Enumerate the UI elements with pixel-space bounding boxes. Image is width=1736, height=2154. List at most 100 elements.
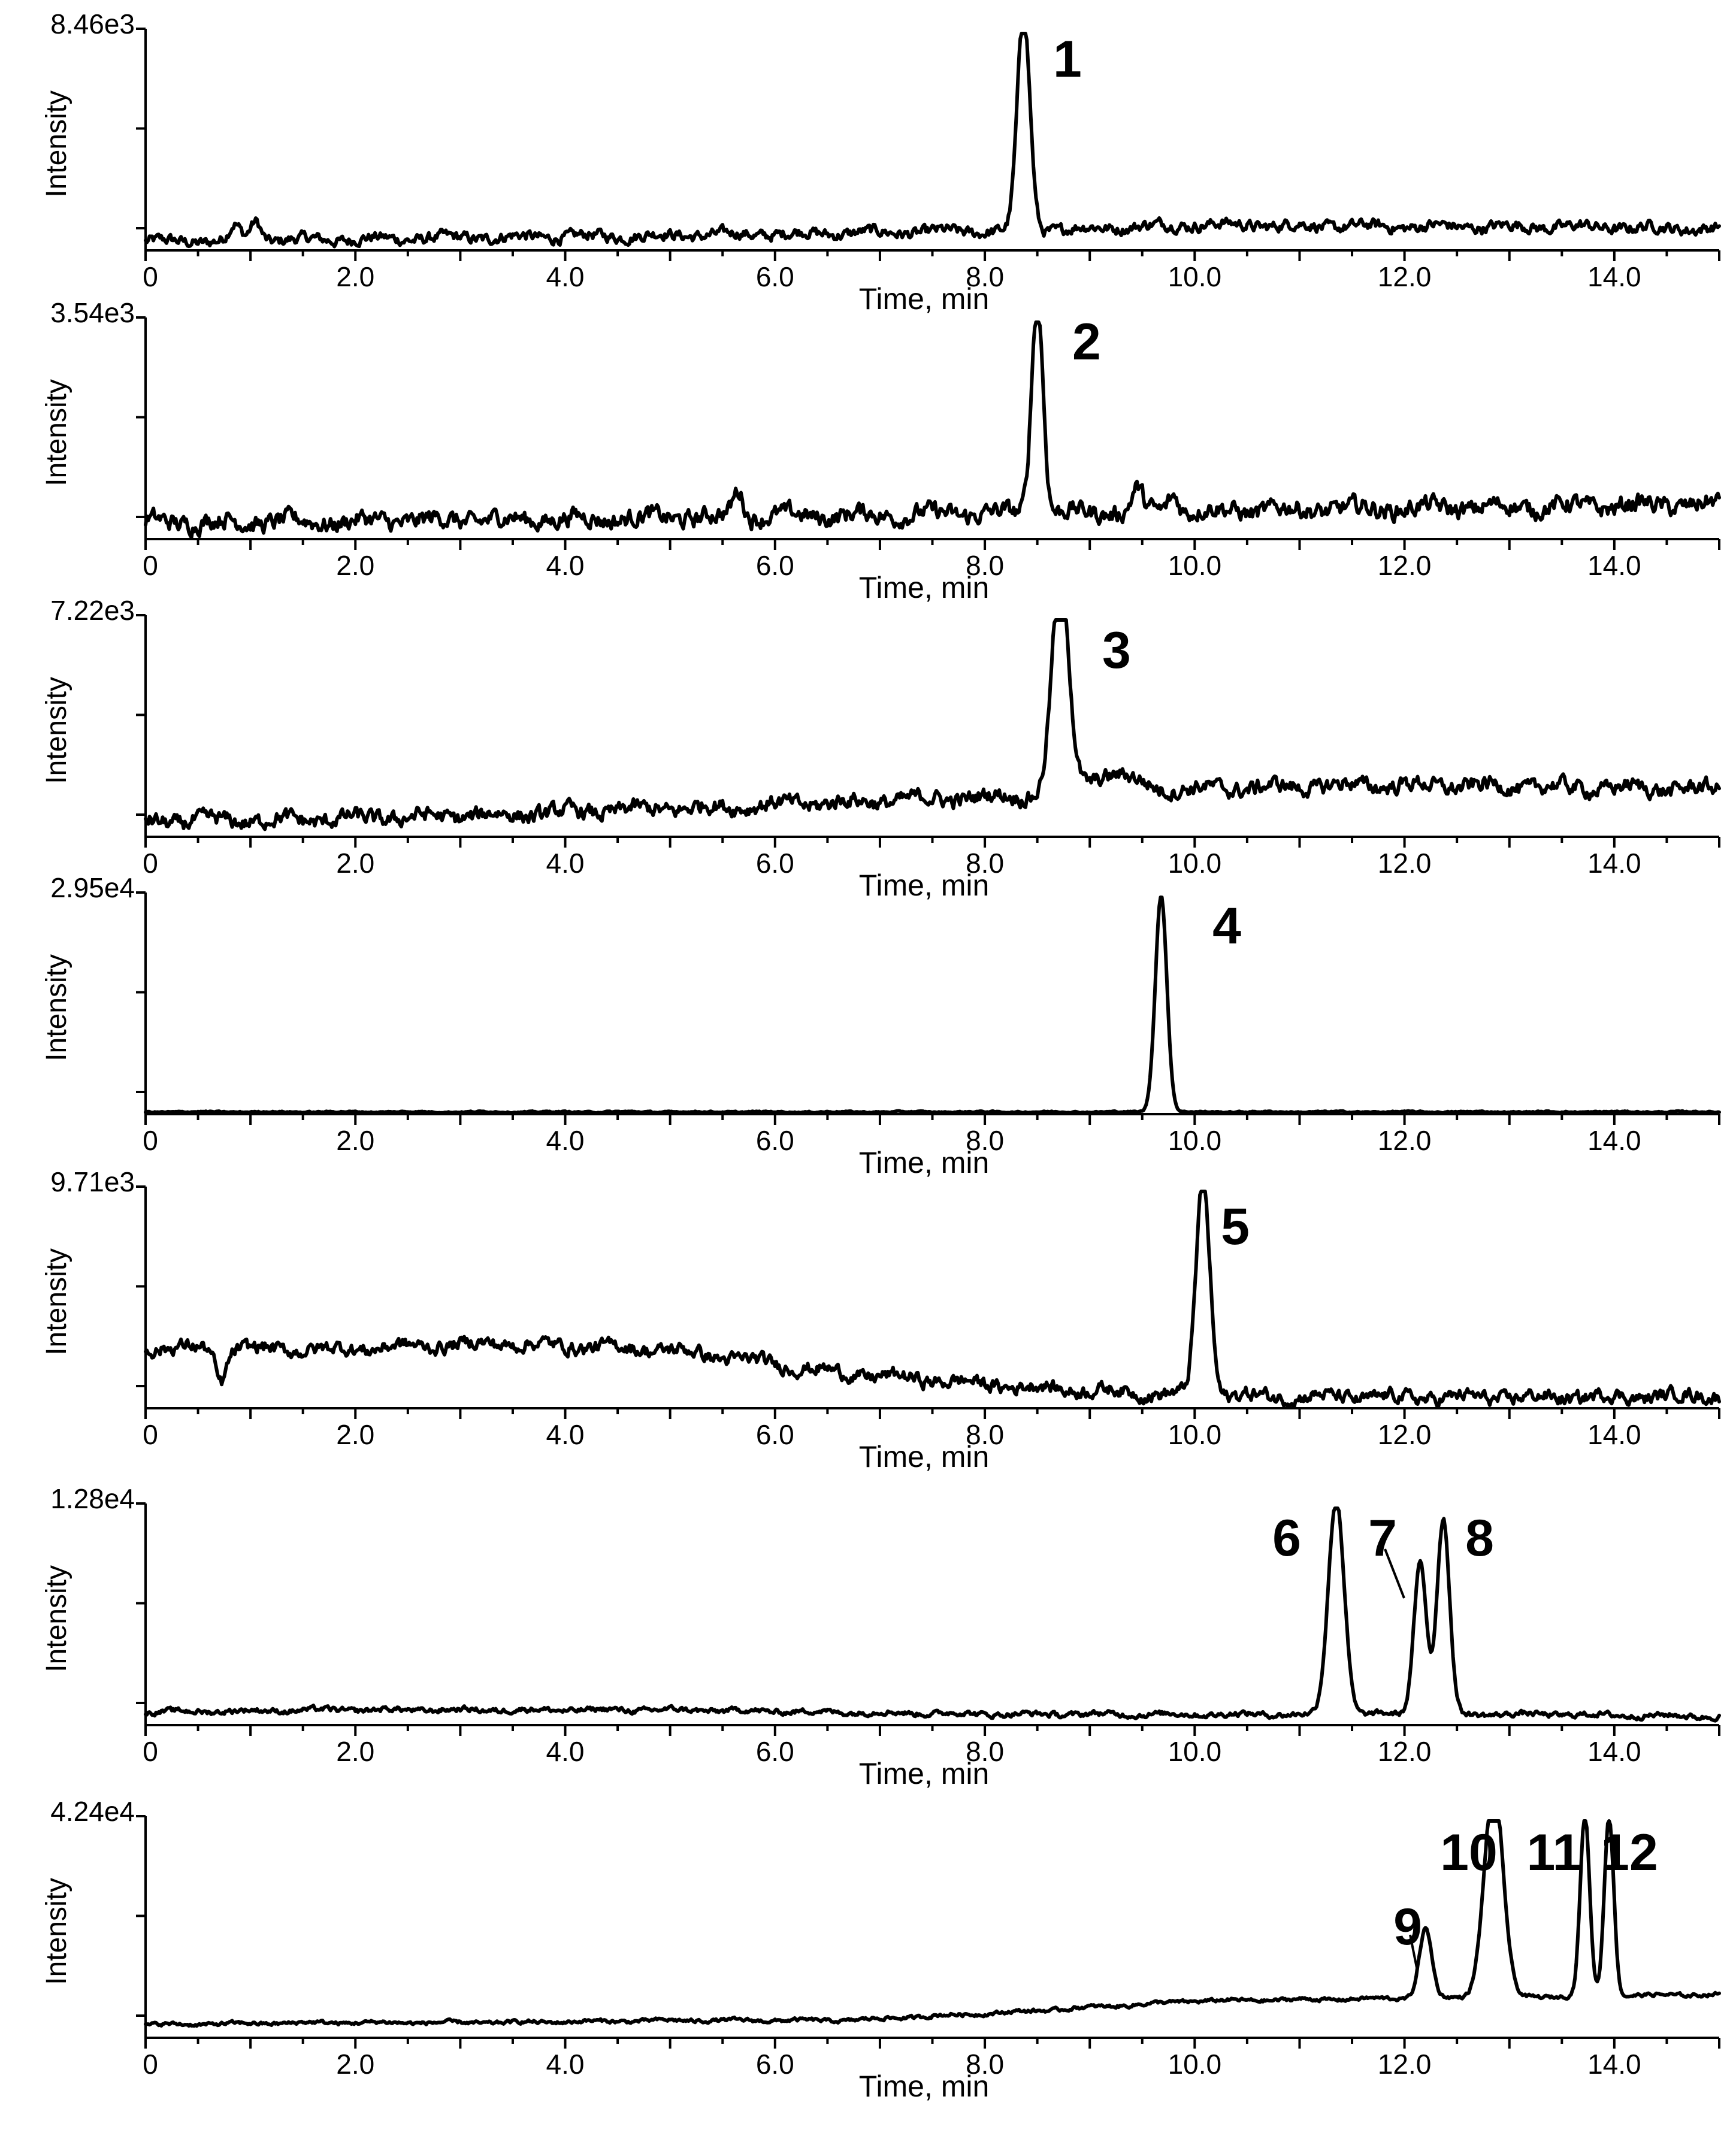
x-tick-label: 0 [143, 1125, 158, 1156]
x-tick-label: 4.0 [546, 1125, 585, 1156]
y-axis-label: Intensity [41, 90, 72, 198]
x-tick-label: 2.0 [336, 2049, 374, 2080]
chromatogram-trace [144, 1506, 1721, 1723]
x-tick-label: 0 [143, 848, 158, 879]
x-tick-label: 6.0 [756, 1419, 794, 1450]
x-tick-label: 8.0 [966, 1419, 1004, 1450]
x-tick-label: 2.0 [336, 1125, 374, 1156]
x-tick-label: 2.0 [336, 1736, 374, 1767]
y-max-label: 1.28e4 [50, 1483, 135, 1514]
x-tick-label: 4.0 [546, 1419, 585, 1450]
y-axis-label: Intensity [41, 379, 72, 486]
x-tick-label: 2.0 [336, 261, 374, 292]
peak-label-4: 4 [1212, 897, 1241, 955]
x-tick-label: 12.0 [1378, 1419, 1432, 1450]
x-tick-label: 14.0 [1587, 1736, 1641, 1767]
x-tick-label: 8.0 [966, 1736, 1004, 1767]
x-axis-label: Time, min [859, 1757, 990, 1790]
x-tick-label: 4.0 [546, 550, 585, 581]
peak-label-5: 5 [1221, 1198, 1250, 1256]
x-tick-label: 8.0 [966, 261, 1004, 292]
x-tick-label: 14.0 [1587, 550, 1641, 581]
x-tick-label: 2.0 [336, 1419, 374, 1450]
y-max-label: 4.24e4 [50, 1796, 135, 1827]
x-tick-label: 2.0 [336, 848, 374, 879]
x-tick-label: 6.0 [756, 261, 794, 292]
panel-5: 0 2.0 4.0 6.0 8.0 10.0 12.0 14.0 Time, min 9.71e3… [41, 1166, 1721, 1474]
chromatogram-trace [144, 32, 1721, 249]
panel-7: 0 2.0 4.0 6.0 8.0 10.0 12.0 14.0 Time, min 4.24e4… [41, 1796, 1721, 2103]
y-axis-label: Intensity [41, 954, 72, 1061]
x-tick-label: 10.0 [1168, 1736, 1222, 1767]
x-tick-label: 6.0 [756, 848, 794, 879]
x-tick-label: 12.0 [1378, 550, 1432, 581]
chromatogram-trace [144, 1190, 1721, 1409]
x-tick-label: 10.0 [1168, 848, 1222, 879]
x-tick-label: 12.0 [1378, 261, 1432, 292]
chromatogram-trace [144, 896, 1721, 1115]
y-axis-label: Intensity [41, 677, 72, 784]
panel-4: 0 2.0 4.0 6.0 8.0 10.0 12.0 14.0 Time, min 2.95e4… [41, 872, 1721, 1179]
panel-2: 0 2.0 4.0 6.0 8.0 10.0 12.0 14.0 Time, min 3.54e3… [41, 297, 1721, 604]
panel-3: 0 2.0 4.0 6.0 8.0 10.0 12.0 14.0 Time, min 7.22e3… [41, 595, 1721, 902]
peak-label-12: 12 [1601, 1824, 1658, 1881]
x-tick-label: 8.0 [966, 1125, 1004, 1156]
y-max-label: 8.46e3 [50, 8, 135, 40]
x-tick-label: 14.0 [1587, 261, 1641, 292]
x-tick-label: 12.0 [1378, 1125, 1432, 1156]
x-tick-label: 6.0 [756, 1736, 794, 1767]
chromatogram-trace [144, 1819, 1721, 2028]
x-axis-label: Time, min [859, 2070, 990, 2103]
y-axis-label: Intensity [41, 1248, 72, 1356]
peak-leader-line [1409, 1934, 1419, 1971]
chromatogram-trace [144, 618, 1721, 831]
peak-label-6: 6 [1272, 1509, 1301, 1567]
x-tick-label: 6.0 [756, 2049, 794, 2080]
x-axis-label: Time, min [859, 1146, 990, 1179]
x-tick-label: 2.0 [336, 550, 374, 581]
x-tick-label: 10.0 [1168, 1125, 1222, 1156]
y-axis-label: Intensity [41, 1565, 72, 1672]
x-tick-label: 6.0 [756, 1125, 794, 1156]
peak-label-1: 1 [1053, 31, 1082, 88]
peak-label-11: 11 [1527, 1824, 1581, 1881]
peak-label-7: 7 [1368, 1509, 1397, 1567]
panel-1: 0 2.0 4.0 6.0 8.0 10.0 12.0 14.0 Time, min 8.46e3… [41, 8, 1721, 316]
peak-label-2: 2 [1072, 313, 1101, 371]
x-axis-label: Time, min [859, 282, 990, 316]
y-max-label: 3.54e3 [50, 297, 135, 328]
chromatogram-trace [144, 320, 1721, 540]
x-tick-label: 8.0 [966, 2049, 1004, 2080]
x-tick-label: 4.0 [546, 2049, 585, 2080]
x-tick-label: 0 [143, 261, 158, 292]
x-tick-label: 4.0 [546, 261, 585, 292]
x-tick-label: 6.0 [756, 550, 794, 581]
x-axis-label: Time, min [859, 1440, 990, 1474]
x-tick-label: 12.0 [1378, 2049, 1432, 2080]
x-tick-label: 14.0 [1587, 848, 1641, 879]
x-tick-label: 8.0 [966, 848, 1004, 879]
x-tick-label: 10.0 [1168, 261, 1222, 292]
peak-label-10: 10 [1440, 1824, 1498, 1881]
panel-6: 0 2.0 4.0 6.0 8.0 10.0 12.0 14.0 Time, min 1.28e4… [41, 1483, 1721, 1790]
x-tick-label: 0 [143, 2049, 158, 2080]
x-tick-label: 0 [143, 1736, 158, 1767]
x-tick-label: 0 [143, 550, 158, 581]
x-tick-label: 8.0 [966, 550, 1004, 581]
x-tick-label: 4.0 [546, 848, 585, 879]
x-tick-label: 10.0 [1168, 1419, 1222, 1450]
x-tick-label: 14.0 [1587, 2049, 1641, 2080]
x-axis-label: Time, min [859, 869, 990, 902]
x-tick-label: 10.0 [1168, 550, 1222, 581]
peak-label-9: 9 [1393, 1898, 1422, 1956]
peak-label-3: 3 [1102, 622, 1131, 679]
y-max-label: 2.95e4 [50, 872, 135, 903]
x-tick-label: 12.0 [1378, 848, 1432, 879]
x-tick-label: 14.0 [1587, 1125, 1641, 1156]
x-tick-label: 0 [143, 1419, 158, 1450]
x-tick-label: 14.0 [1587, 1419, 1641, 1450]
y-axis-label: Intensity [41, 1878, 72, 1985]
x-tick-label: 10.0 [1168, 2049, 1222, 2080]
